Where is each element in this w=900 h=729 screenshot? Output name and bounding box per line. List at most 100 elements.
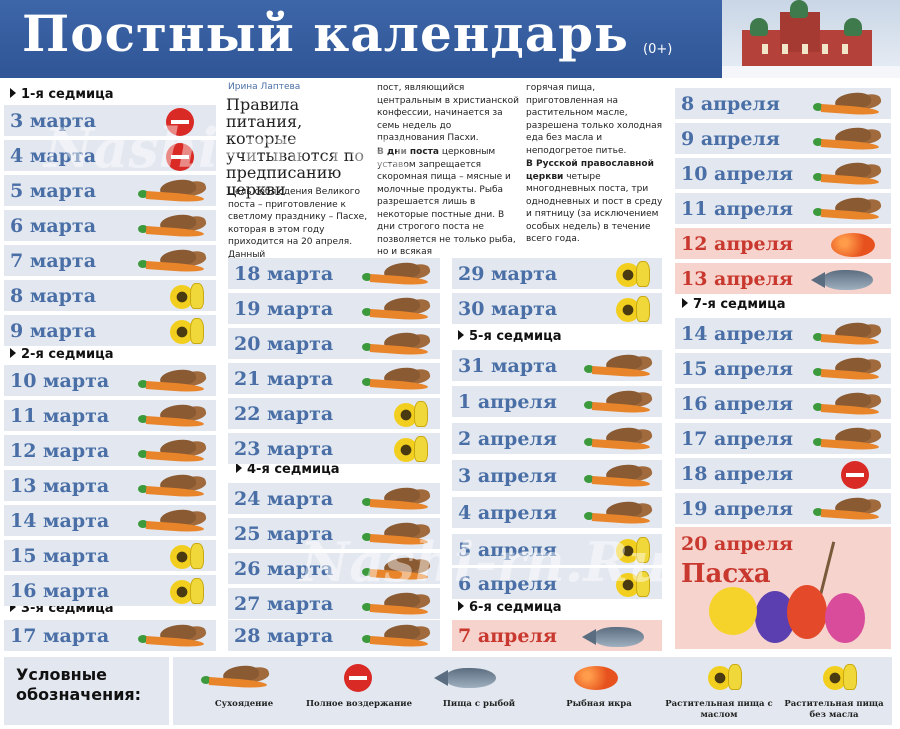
page-title: Постный календарь [22, 4, 629, 63]
oil-food-icon [144, 282, 208, 309]
day-date: 23 марта [234, 437, 334, 460]
oil-food-icon [368, 400, 432, 427]
dry-food-icon [362, 520, 432, 547]
dry-food-icon [362, 590, 432, 617]
week-label: 7-я седмица [682, 297, 785, 312]
dry-food-icon [813, 160, 883, 187]
calendar-day-row: 15 марта [4, 540, 216, 571]
calendar-day-row: 12 марта [4, 435, 216, 466]
calendar-day-row: 20 марта [228, 328, 440, 359]
article-paragraph: пост, являющийся центральным в христианс… [377, 83, 519, 143]
legend-item: Сухоядение [189, 661, 299, 723]
day-date: 20 марта [234, 332, 334, 355]
dry-food-icon [813, 90, 883, 117]
calendar-day-row: 3 марта [4, 105, 216, 136]
day-date: 10 марта [10, 369, 110, 392]
legend-divider [169, 657, 173, 725]
day-date: 3 апреля [458, 464, 557, 487]
article-paragraph: В дни поста церковным уставом запрещаетс… [377, 146, 519, 259]
dry-food-icon [362, 622, 432, 649]
legend-label: Рыбная икра [566, 699, 632, 709]
calendar-day-row: 19 марта [228, 293, 440, 324]
dry-food-icon [584, 352, 654, 379]
stop-icon [322, 663, 386, 692]
calendar-day-row: 16 марта [4, 575, 216, 606]
day-date: 29 марта [458, 262, 558, 285]
easter-egg-icon [825, 593, 865, 643]
day-date: 3 марта [10, 109, 97, 132]
dry-food-icon [813, 195, 883, 222]
dry-food-icon [813, 125, 883, 152]
day-date: 28 марта [234, 624, 334, 647]
calendar-day-row: 7 марта [4, 245, 216, 276]
calendar-day-row: 6 апреля [452, 568, 662, 599]
day-date: 14 марта [10, 509, 110, 532]
oil-food-icon [144, 317, 208, 344]
article-bold: В дни поста [377, 147, 439, 157]
day-date: 31 марта [458, 354, 558, 377]
caviar-icon [562, 663, 626, 690]
no-oil-food-icon [797, 663, 861, 690]
day-date: 16 марта [10, 579, 110, 602]
calendar-day-row: 2 апреля [452, 423, 662, 454]
calendar-day-row: 16 апреля [675, 388, 891, 419]
calendar-day-row: 4 апреля [452, 497, 662, 528]
day-date: 4 апреля [458, 501, 557, 524]
calendar-day-row: 5 апреля [452, 534, 662, 565]
legend-label: Пища с рыбой [442, 699, 516, 709]
day-date: 4 марта [10, 144, 97, 167]
calendar-day-row: 4 марта [4, 140, 216, 171]
dry-food-icon [138, 622, 208, 649]
day-date: 18 марта [234, 262, 334, 285]
calendar-day-row: 28 марта [228, 620, 440, 651]
dry-food-icon [138, 367, 208, 394]
day-date: 7 марта [10, 249, 97, 272]
dry-food-icon [584, 499, 654, 526]
day-date: 21 марта [234, 367, 334, 390]
dry-food-icon [813, 320, 883, 347]
day-date: 25 марта [234, 522, 334, 545]
day-date: 15 апреля [681, 357, 794, 380]
dry-food-icon [362, 260, 432, 287]
fish-icon [811, 265, 883, 292]
calendar-day-row: 11 апреля [675, 193, 891, 224]
oil-food-icon [590, 260, 654, 287]
legend-label: Полное воздержание [306, 699, 412, 709]
calendar-day-row: 8 апреля [675, 88, 891, 119]
calendar-day-row: 18 апреля [675, 458, 891, 489]
calendar-day-row: 24 марта [228, 483, 440, 514]
stop-icon [819, 460, 883, 489]
calendar-day-row: 14 апреля [675, 318, 891, 349]
legend-item: Растительная пища без масла [779, 661, 889, 723]
stop-icon [144, 107, 208, 136]
dry-food-icon [362, 485, 432, 512]
easter-panel: 20 апреля Пасха [675, 527, 891, 649]
calendar-day-row: 17 апреля [675, 423, 891, 454]
calendar-day-row: 10 апреля [675, 158, 891, 189]
day-date: 17 апреля [681, 427, 794, 450]
oil-food-icon [590, 570, 654, 597]
article-text: церковным уставом запрещается скоромная … [377, 147, 516, 257]
week-label: 6-я седмица [458, 600, 561, 615]
day-date: 9 марта [10, 319, 97, 342]
article-bold: В Русской православной церкви [526, 159, 654, 182]
day-date: 11 марта [10, 404, 110, 427]
calendar-day-row: 1 апреля [452, 386, 662, 417]
day-date: 17 марта [10, 624, 110, 647]
article-paragraph: В Русской православной церкви четыре мно… [526, 158, 668, 246]
day-date: 22 марта [234, 402, 334, 425]
calendar-day-row: 13 апреля [675, 263, 891, 294]
day-date: 24 марта [234, 487, 334, 510]
day-date: 15 марта [10, 544, 110, 567]
calendar-day-row: 15 апреля [675, 353, 891, 384]
oil-food-icon [144, 542, 208, 569]
legend-label: Сухоядение [214, 699, 274, 709]
legend-label: Растительная пища с маслом [665, 699, 773, 720]
age-rating: (0+) [643, 42, 673, 57]
dry-food-icon [584, 462, 654, 489]
calendar-day-row: 14 марта [4, 505, 216, 536]
calendar-day-row: 9 марта [4, 315, 216, 346]
calendar-day-row: 31 марта [452, 350, 662, 381]
day-date: 6 апреля [458, 572, 557, 595]
day-date: 5 марта [10, 179, 97, 202]
